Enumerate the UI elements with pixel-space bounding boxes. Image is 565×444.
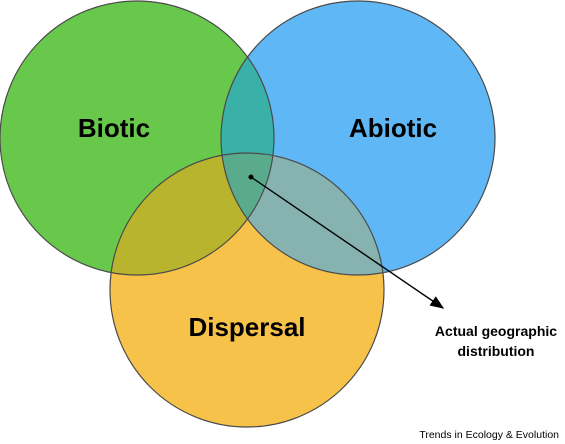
annotation-line-2: distribution — [458, 343, 535, 359]
dispersal-label: Dispersal — [188, 312, 305, 342]
source-credit: Trends in Ecology & Evolution — [419, 429, 559, 441]
annotation-line-1: Actual geographic — [435, 323, 557, 339]
dispersal-outline — [109, 152, 385, 428]
biotic-outline — [0, 0, 275, 276]
abiotic-outline — [220, 0, 496, 276]
abiotic-label: Abiotic — [349, 113, 437, 143]
biotic-label: Biotic — [78, 113, 150, 143]
biotic-dispersal-overlap — [110, 153, 274, 275]
annotation-arrow — [250, 176, 445, 309]
